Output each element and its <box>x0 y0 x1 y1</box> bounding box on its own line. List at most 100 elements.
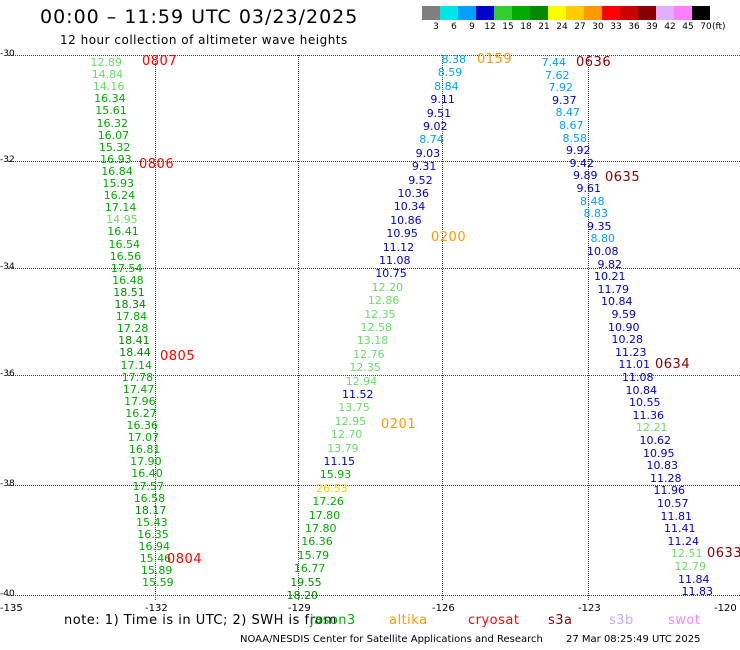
wave-height-value: 12.94 <box>345 374 378 388</box>
pass-time-label: 0806 <box>139 157 175 172</box>
wave-height-value: 8.38 <box>441 53 467 66</box>
wave-height-value: 12.20 <box>371 280 404 294</box>
wave-height-value: 16.48 <box>112 273 144 287</box>
wave-height-value: 8.84 <box>434 79 459 93</box>
wave-height-value: 16.84 <box>101 164 133 178</box>
colorbar-label: 27 <box>574 22 586 32</box>
wave-height-value: 15.32 <box>98 140 131 154</box>
wave-height-value: 9.02 <box>423 120 448 133</box>
lat-gridline <box>8 268 740 269</box>
wave-height-value: 7.62 <box>545 68 570 82</box>
pass-time-label: 0200 <box>431 230 467 245</box>
colorbar-label: 70 <box>700 22 712 32</box>
colorbar-swatch <box>476 6 494 20</box>
wave-height-value: 8.58 <box>562 131 588 145</box>
colorbar-swatch <box>494 6 512 20</box>
wave-height-value: 17.90 <box>130 455 162 469</box>
wave-height-value: 16.81 <box>128 443 161 457</box>
lon-tick-label: -129 <box>288 603 311 614</box>
satellite-label-cryosat: cryosat <box>468 613 520 628</box>
wave-height-value: 15.89 <box>140 564 173 578</box>
pass-time-label: 0804 <box>167 552 203 567</box>
wave-height-value: 16.34 <box>94 92 126 106</box>
colorbar-swatch <box>620 6 638 20</box>
wave-height-value: 17.07 <box>127 431 160 445</box>
lon-tick-label: -123 <box>578 603 601 614</box>
wave-height-value: 10.86 <box>390 213 422 227</box>
wave-height-value: 7.44 <box>541 56 567 69</box>
colorbar-label: 12 <box>484 22 496 32</box>
colorbar-swatch <box>440 6 458 20</box>
wave-height-value: 8.48 <box>580 194 605 208</box>
lon-gridline <box>155 55 156 600</box>
colorbar-label: 9 <box>469 22 475 32</box>
wave-height-value: 17.78 <box>121 370 154 384</box>
satellite-label-jason3: jason3 <box>310 613 356 628</box>
wave-height-value: 12.95 <box>334 414 367 428</box>
wave-height-value: 16.54 <box>108 237 141 251</box>
colorbar-swatch <box>422 6 440 20</box>
pass-time-label: 0807 <box>142 54 178 69</box>
pass-time-label: 0201 <box>381 417 417 432</box>
wave-height-value: 11.41 <box>664 522 696 536</box>
wave-height-value: 16.36 <box>126 419 159 432</box>
wave-height-value: 12.35 <box>364 307 396 321</box>
lon-gridline <box>298 55 299 600</box>
colorbar-swatch <box>566 6 584 20</box>
wave-height-value: 11.36 <box>632 408 665 422</box>
wave-height-value: 17.96 <box>124 394 156 408</box>
colorbar-swatch <box>530 6 548 20</box>
colorbar-swatch <box>512 6 530 20</box>
colorbar-label: 42 <box>664 22 676 32</box>
pass-time-label: 0633 <box>707 546 740 561</box>
wave-height-value: 18.17 <box>134 503 167 517</box>
wave-height-value: 10.28 <box>611 333 644 347</box>
colorbar-swatch <box>674 6 692 20</box>
wave-height-value: 13.18 <box>356 334 389 348</box>
footer-timestamp: 27 Mar 08:25:49 UTC 2025 <box>566 634 701 645</box>
lon-tick-label: -126 <box>432 603 455 614</box>
wave-height-value: 17.26 <box>312 495 344 509</box>
wave-height-value: 10.62 <box>639 434 672 447</box>
colorbar-label: 30 <box>592 22 604 32</box>
wave-height-value: 9.03 <box>415 146 441 160</box>
wave-height-value: 16.24 <box>103 189 136 203</box>
wave-height-value: 10.55 <box>629 396 661 410</box>
wave-height-value: 18.34 <box>114 298 147 311</box>
colorbar-swatch <box>656 6 674 20</box>
colorbar-swatch <box>458 6 476 20</box>
wave-height-value: 9.82 <box>597 257 623 271</box>
wave-height-value: 10.57 <box>657 497 689 510</box>
lat-tick-label: -30 <box>0 49 15 59</box>
wave-height-value: 12.76 <box>353 347 385 361</box>
wave-height-value: 12.89 <box>90 56 123 69</box>
wave-height-value: 11.23 <box>615 345 647 359</box>
wave-height-value: 8.59 <box>437 66 463 80</box>
lon-tick-label: -135 <box>0 603 23 614</box>
lat-tick-label: -32 <box>0 155 15 165</box>
wave-height-value: 10.83 <box>646 459 679 473</box>
wave-height-value: 11.83 <box>681 585 714 599</box>
lat-tick-label: -36 <box>0 369 15 379</box>
wave-height-value: 16.77 <box>293 562 326 576</box>
colorbar-label: 36 <box>628 22 640 32</box>
wave-height-value: 10.21 <box>594 270 626 284</box>
wave-height-value: 10.95 <box>386 227 418 241</box>
wave-height-value: 15.59 <box>142 576 174 590</box>
wave-height-value: 16.94 <box>138 540 171 553</box>
lat-tick-label: -38 <box>0 479 15 489</box>
lon-tick-label: -120 <box>714 603 737 614</box>
wave-height-value: 7.92 <box>548 81 574 95</box>
wave-height-value: 10.34 <box>393 200 426 214</box>
wave-height-value: 17.80 <box>308 508 341 522</box>
wave-height-value: 15.79 <box>297 548 330 562</box>
wave-height-value: 10.84 <box>601 295 633 309</box>
wave-height-value: 14.84 <box>91 68 124 82</box>
wave-height-value: 9.31 <box>411 160 437 174</box>
wave-height-value: 9.11 <box>430 93 455 107</box>
colorbar-swatch <box>638 6 656 20</box>
satellite-label-swot: swot <box>668 613 701 628</box>
pass-time-label: 0635 <box>605 170 641 185</box>
wave-height-value: 26.53 <box>316 481 348 495</box>
lon-tick-label: -132 <box>145 603 168 614</box>
